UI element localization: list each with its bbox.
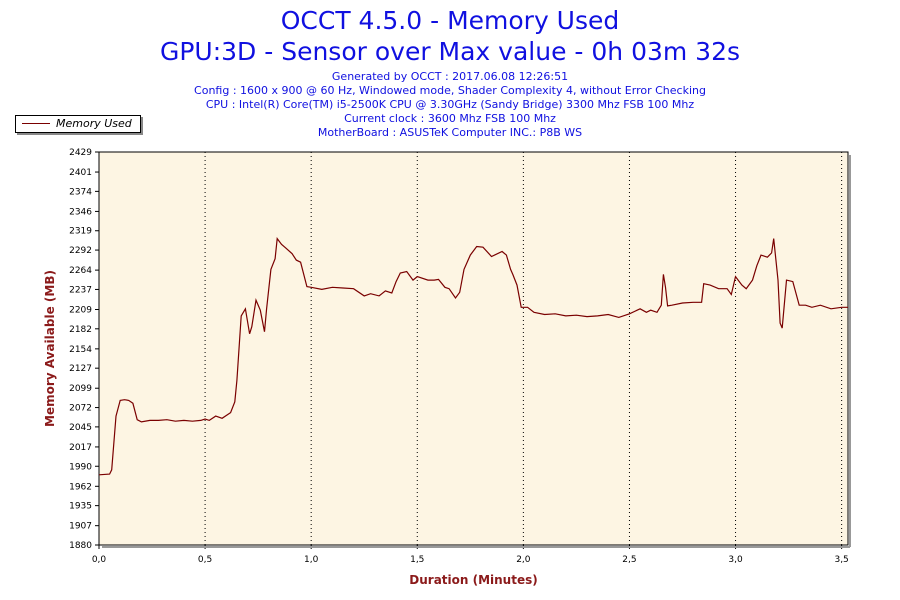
y-tick-label: 2319 bbox=[69, 227, 92, 237]
x-tick-label: 1,0 bbox=[304, 555, 319, 565]
x-axis-label: Duration (Minutes) bbox=[409, 573, 537, 587]
y-tick-label: 2264 bbox=[69, 266, 92, 276]
info-config: Config : 1600 x 900 @ 60 Hz, Windowed mo… bbox=[194, 84, 706, 97]
x-tick-label: 2,0 bbox=[516, 555, 531, 565]
x-tick-label: 0,5 bbox=[198, 555, 212, 565]
x-tick-label: 1,5 bbox=[410, 555, 424, 565]
y-tick-label: 2292 bbox=[69, 246, 92, 256]
y-tick-label: 2346 bbox=[69, 207, 92, 217]
x-tick-label: 2,5 bbox=[622, 555, 636, 565]
y-tick-label: 1935 bbox=[69, 502, 92, 512]
y-tick-label: 2182 bbox=[69, 325, 92, 335]
y-tick-label: 2127 bbox=[69, 364, 92, 374]
series-line-memory-used bbox=[98, 237, 848, 476]
y-tick-label: 1880 bbox=[69, 541, 92, 551]
info-clock: Current clock : 3600 Mhz FSB 100 Mhz bbox=[344, 112, 556, 125]
y-tick-label: 2099 bbox=[69, 384, 92, 394]
y-tick-label: 1962 bbox=[69, 482, 92, 492]
y-axis-label: Memory Available (MB) bbox=[43, 270, 57, 427]
legend-swatch bbox=[22, 123, 50, 124]
y-tick-label: 2154 bbox=[69, 345, 92, 355]
y-tick-label: 2429 bbox=[69, 148, 92, 158]
y-tick-label: 2374 bbox=[69, 187, 92, 197]
x-tick-label: 0,0 bbox=[92, 555, 107, 565]
y-tick-label: 1907 bbox=[69, 522, 92, 532]
grid-lines bbox=[204, 152, 843, 545]
y-tick-label: 2209 bbox=[69, 305, 92, 315]
info-generated: Generated by OCCT : 2017.06.08 12:26:51 bbox=[331, 70, 569, 83]
y-tick-label: 2045 bbox=[69, 423, 92, 433]
y-tick-label: 2237 bbox=[69, 285, 92, 295]
chart-subtitle: GPU:3D - Sensor over Max value - 0h 03m … bbox=[159, 37, 741, 66]
x-tick-label: 3,5 bbox=[834, 555, 848, 565]
legend-label: Memory Used bbox=[56, 117, 132, 130]
info-cpu: CPU : Intel(R) Core(TM) i5-2500K CPU @ 3… bbox=[205, 98, 695, 111]
x-axis: 0,0 0,5 1,0 1,5 2,0 2,5 3,0 3,5 bbox=[92, 545, 849, 565]
y-tick-label: 2017 bbox=[69, 443, 92, 453]
chart-title: OCCT 4.5.0 - Memory Used bbox=[280, 6, 620, 35]
x-tick-label: 3,0 bbox=[728, 555, 743, 565]
y-axis: 2429 2401 2374 2346 2319 2292 2264 2237 2209 2182… bbox=[69, 148, 99, 551]
legend: Memory Used bbox=[15, 115, 141, 133]
y-tick-label: 2401 bbox=[69, 168, 92, 178]
plot-area bbox=[98, 151, 849, 546]
y-tick-label: 2072 bbox=[69, 404, 92, 414]
y-tick-label: 1990 bbox=[69, 462, 92, 472]
info-motherboard: MotherBoard : ASUSTeK Computer INC.: P8B… bbox=[317, 126, 583, 139]
